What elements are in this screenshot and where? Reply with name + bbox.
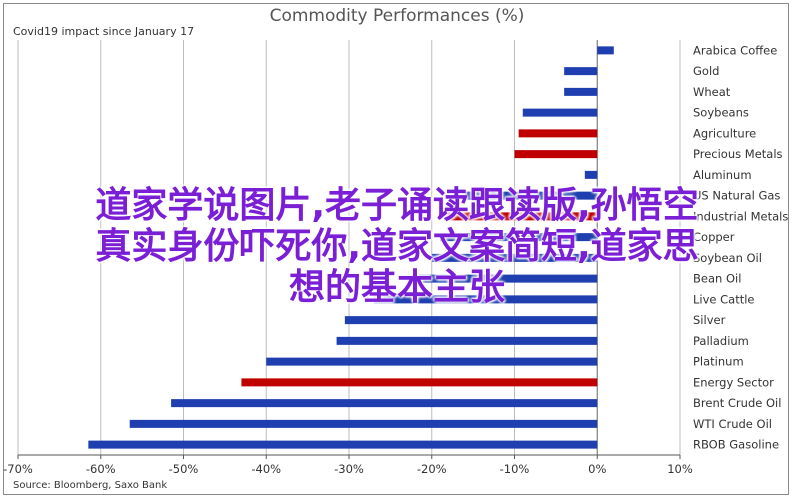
category-label: Wheat (693, 85, 731, 99)
category-label: Gold (693, 64, 719, 78)
bar (266, 357, 598, 366)
bar (171, 399, 598, 408)
category-label: Brent Crude Oil (693, 396, 781, 410)
bar (464, 191, 598, 200)
category-label: Live Cattle (693, 292, 755, 306)
bar (241, 378, 598, 387)
bar (431, 253, 598, 262)
chart-frame (3, 3, 789, 495)
bar (518, 129, 598, 138)
chart-title: Commodity Performances (%) (270, 6, 525, 26)
category-label: Agriculture (693, 126, 756, 140)
chart-subtitle: Covid19 impact since January 17 (13, 25, 194, 38)
bars (88, 46, 614, 449)
x-tick-label: 10% (667, 462, 693, 476)
chart-source: Source: Bloomberg, Saxo Bank (13, 480, 167, 491)
category-label: WTI Crude Oil (693, 417, 772, 431)
x-tick-label: 0% (588, 462, 606, 476)
bar (564, 87, 598, 96)
category-label: Aluminum (693, 168, 752, 182)
category-label: RBOB Gasoline (693, 438, 779, 452)
category-label: Soybean Oil (693, 251, 762, 265)
x-tick-label: -10% (500, 462, 530, 476)
category-label: Precious Metals (693, 147, 783, 161)
bar (597, 46, 614, 55)
category-label: US Natural Gas (693, 189, 780, 203)
category-label: Arabica Coffee (693, 43, 777, 57)
x-tick-label: -70% (3, 462, 33, 476)
bar (415, 274, 598, 283)
category-label: Palladium (693, 334, 749, 348)
category-label: Platinum (693, 355, 744, 369)
bar (444, 212, 598, 221)
category-labels: Arabica Coffee Gold Wheat Soybeans Agricultu… (693, 43, 788, 451)
x-tick-label: -30% (334, 462, 364, 476)
bar (522, 108, 598, 117)
bar (336, 336, 598, 345)
category-label: Energy Sector (693, 375, 774, 389)
bar (88, 440, 598, 449)
category-label: Copper (693, 230, 735, 244)
gridlines (17, 40, 681, 455)
bar (440, 233, 598, 242)
category-label: Bean Oil (693, 272, 741, 286)
bar (584, 170, 598, 179)
x-tick-label: -40% (251, 462, 281, 476)
bar (344, 316, 598, 325)
category-label: Industrial Metals (693, 209, 788, 223)
bar (129, 419, 598, 428)
x-tick-label: -60% (86, 462, 116, 476)
category-label: Soybeans (693, 106, 749, 120)
bar (373, 295, 598, 304)
category-label: Silver (693, 313, 726, 327)
x-tick-label: -20% (417, 462, 447, 476)
x-tick-label: -50% (169, 462, 199, 476)
x-axis: -70% -60% -50% -40% -30% -20% -10% 0% 10% (3, 454, 693, 476)
bar (564, 67, 598, 76)
bar (514, 150, 598, 159)
